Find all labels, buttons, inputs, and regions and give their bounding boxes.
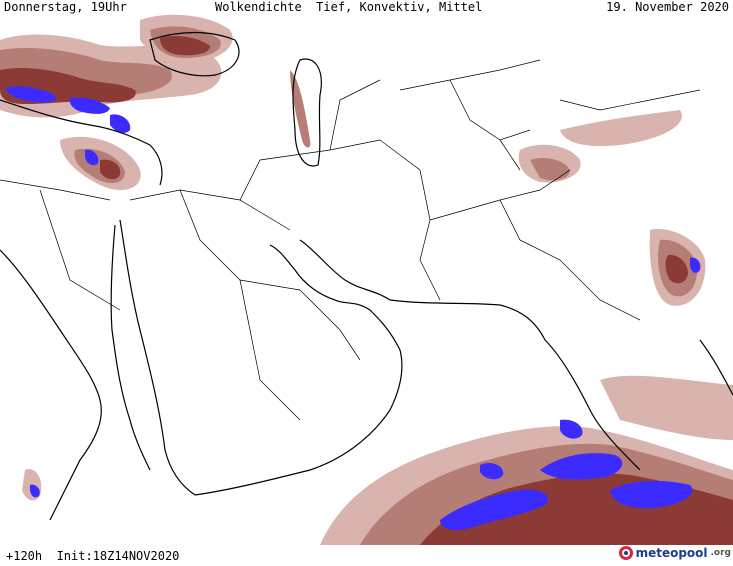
meteopool-logo-icon bbox=[618, 546, 633, 560]
weather-map bbox=[0, 14, 733, 545]
forecast-day-time: Donnerstag, 19Uhr bbox=[4, 0, 127, 14]
brand-tld: .org bbox=[710, 548, 731, 558]
brand-name: meteopool bbox=[635, 546, 708, 560]
coastlines bbox=[0, 31, 733, 521]
forecast-date: 19. November 2020 bbox=[606, 0, 729, 14]
country-borders bbox=[0, 59, 701, 421]
cloud-layer-dense bbox=[5, 86, 701, 530]
model-run-info: +120h Init:18Z14NOV2020 bbox=[6, 549, 180, 563]
map-title: Wolkendichte Tief, Konvektiv, Mittel bbox=[215, 0, 483, 14]
meteopool-brand[interactable]: meteopool .org bbox=[618, 546, 731, 560]
